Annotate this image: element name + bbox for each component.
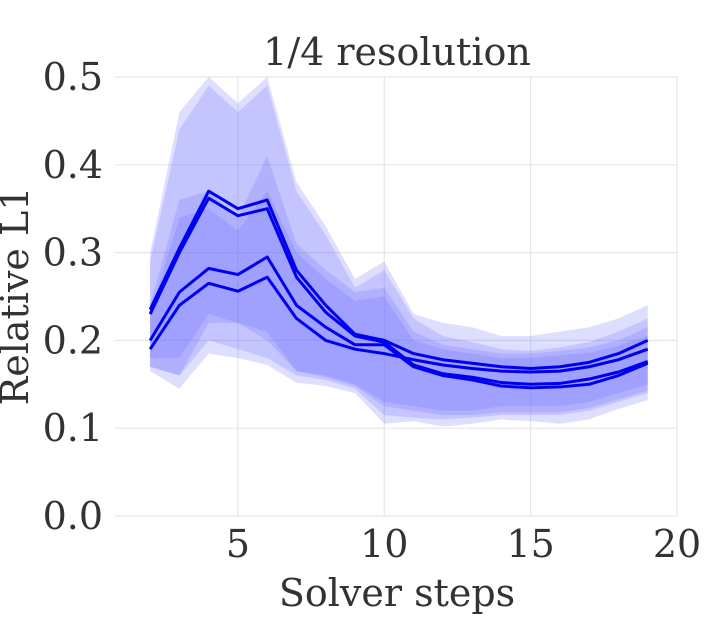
grid — [115, 76, 678, 517]
band-series-2 — [150, 85, 648, 416]
tick-labels: 0.0 0.1 0.2 0.3 0.4 0.5 5 10 15 20 — [43, 55, 702, 566]
band-series-3 — [150, 156, 648, 420]
band-series-1 — [150, 77, 648, 411]
line-series-4 — [148, 275, 649, 374]
x-tick-label: 10 — [360, 522, 408, 566]
confidence-bands — [150, 77, 648, 427]
line-series-1 — [148, 189, 649, 370]
y-tick-label: 0.0 — [43, 494, 103, 538]
chart-title: 1/4 resolution — [263, 30, 531, 74]
y-tick-label: 0.3 — [43, 231, 103, 275]
x-tick-label: 5 — [226, 522, 250, 566]
x-tick-label: 20 — [653, 522, 701, 566]
y-tick-label: 0.1 — [43, 406, 103, 450]
y-tick-label: 0.4 — [43, 143, 103, 187]
x-tick-label: 15 — [506, 522, 554, 566]
series-lines — [148, 189, 649, 390]
y-tick-label: 0.2 — [43, 318, 103, 362]
x-axis-label: Solver steps — [279, 571, 515, 615]
y-axis-label: Relative L1 — [0, 187, 37, 406]
y-tick-label: 0.5 — [43, 55, 103, 99]
line-series-2 — [148, 196, 649, 386]
